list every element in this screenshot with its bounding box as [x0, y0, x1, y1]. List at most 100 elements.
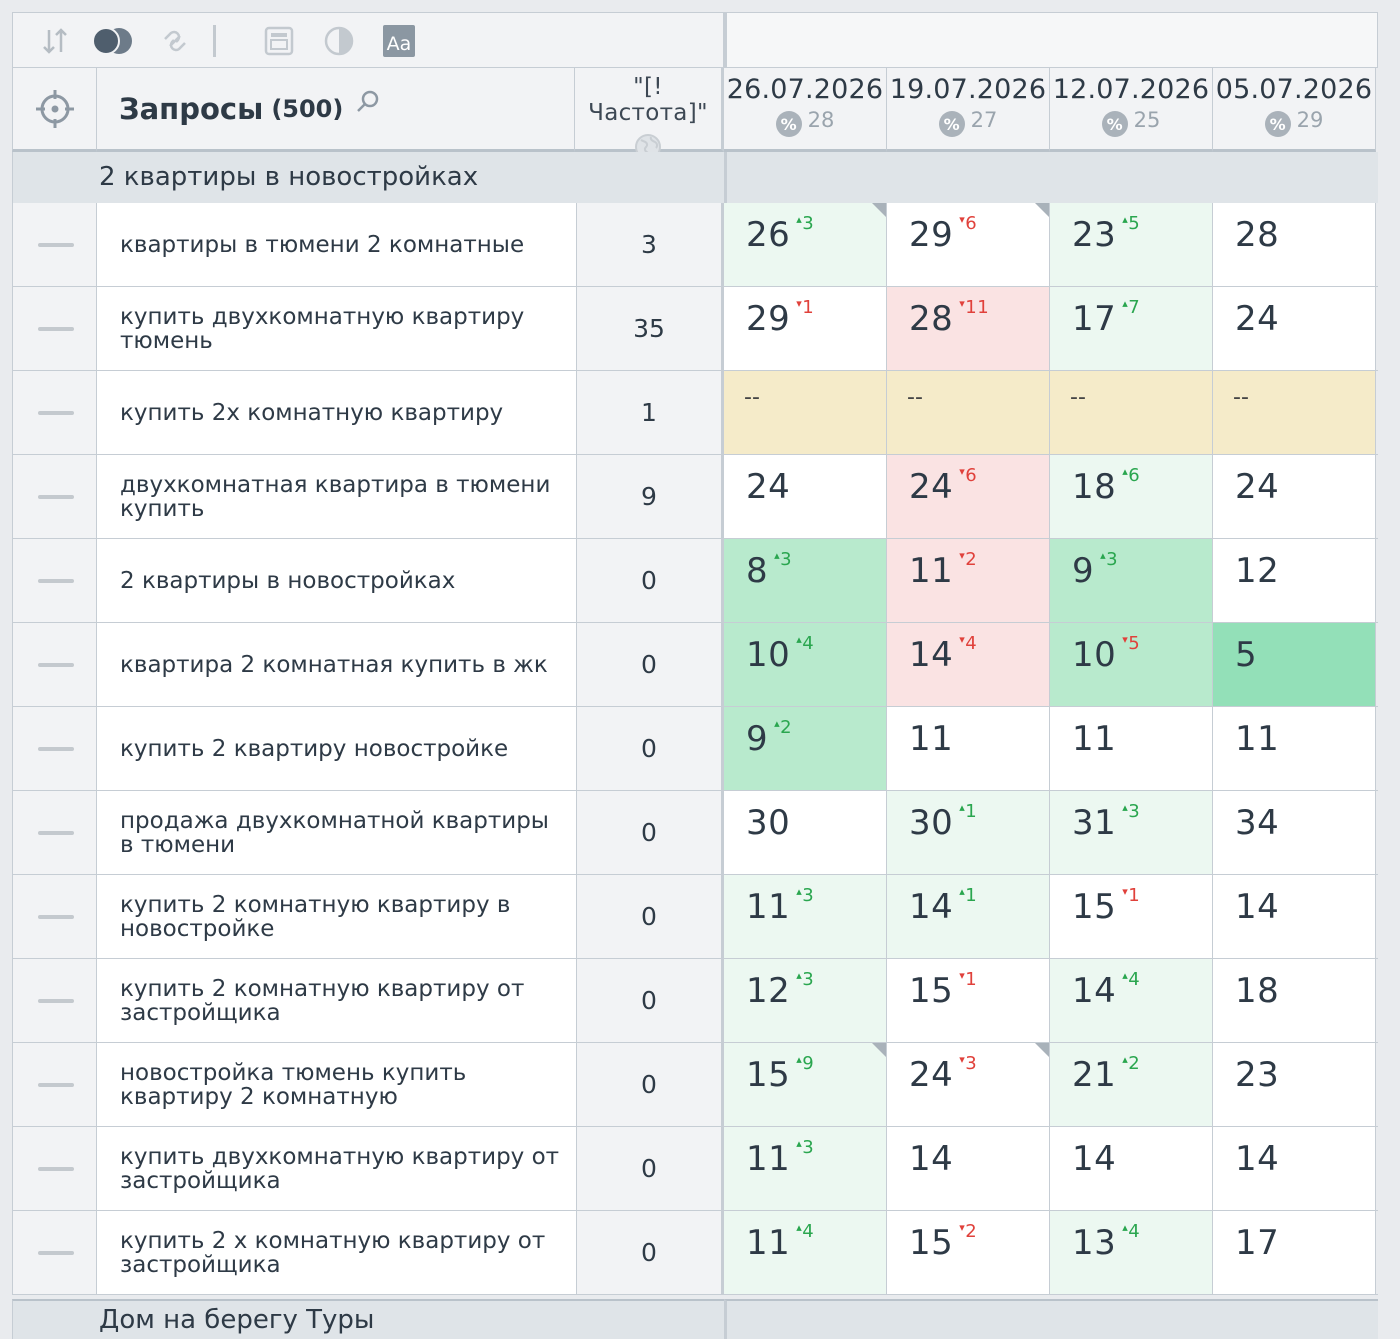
row-handle[interactable] — [12, 1127, 97, 1210]
row-handle[interactable] — [12, 1043, 97, 1126]
position-cell[interactable]: 12 — [1213, 539, 1376, 622]
row-handle[interactable] — [12, 959, 97, 1042]
date-column-header[interactable]: 12.07.2026% 25 — [1050, 68, 1213, 152]
date-column-header[interactable]: 05.07.2026% 29 — [1213, 68, 1376, 152]
table-row[interactable]: купить 2 комнатную квартиру от застройщи… — [12, 959, 1378, 1043]
position-cell[interactable]: 30 — [724, 791, 887, 874]
position-cell[interactable]: 18 — [1213, 959, 1376, 1042]
row-handle[interactable] — [12, 455, 97, 538]
position-cell[interactable]: 18 ▴6 — [1050, 455, 1213, 538]
row-handle[interactable] — [12, 539, 97, 622]
position-cell[interactable]: 14 ▾4 — [887, 623, 1050, 706]
position-cell[interactable]: 15 ▾1 — [1050, 875, 1213, 958]
position-cell[interactable]: 17 ▴7 — [1050, 287, 1213, 370]
toggle-icon[interactable] — [91, 25, 135, 57]
table-row[interactable]: купить 2х комнатную квартиру 1 -- -- -- -- — [12, 371, 1378, 455]
row-handle[interactable] — [12, 371, 97, 454]
position-cell[interactable]: 9 ▴2 — [724, 707, 887, 790]
row-handle[interactable] — [12, 203, 97, 286]
position-cell[interactable]: 23 ▴5 — [1050, 203, 1213, 286]
position-cell[interactable]: -- — [887, 371, 1050, 454]
position-cell[interactable]: 12 ▴3 — [724, 959, 887, 1042]
group-row[interactable]: 2 квартиры в новостройках — [12, 152, 724, 203]
link-icon[interactable] — [159, 25, 191, 57]
position-cell[interactable]: 24 — [1213, 455, 1376, 538]
frequency-header[interactable]: "[!Частота]" — [575, 68, 724, 160]
query-cell[interactable]: купить 2 комнатную квартиру в новостройк… — [97, 875, 577, 958]
position-cell[interactable]: -- — [1213, 371, 1376, 454]
table-row[interactable]: купить двухкомнатную квартиру от застрой… — [12, 1127, 1378, 1211]
row-handle[interactable] — [12, 791, 97, 874]
position-cell[interactable]: 11 ▾2 — [887, 539, 1050, 622]
position-cell[interactable]: 8 ▴3 — [724, 539, 887, 622]
row-handle[interactable] — [12, 875, 97, 958]
query-cell[interactable]: продажа двухкомнатной квартиры в тюмени — [97, 791, 577, 874]
query-cell[interactable]: двухкомнатная квартира в тюмени купить — [97, 455, 577, 538]
query-cell[interactable]: купить 2 квартиру новостройке — [97, 707, 577, 790]
query-cell[interactable]: квартира 2 комнатная купить в жк — [97, 623, 577, 706]
font-icon[interactable]: Aa — [383, 25, 415, 57]
contrast-icon[interactable] — [323, 25, 355, 57]
position-cell[interactable]: 24 ▾6 — [887, 455, 1050, 538]
position-cell[interactable]: 5 — [1213, 623, 1376, 706]
position-cell[interactable]: 10 ▾5 — [1050, 623, 1213, 706]
table-row[interactable]: купить 2 х комнатную квартиру от застрой… — [12, 1211, 1378, 1295]
query-cell[interactable]: купить двухкомнатную квартиру от застрой… — [97, 1127, 577, 1210]
position-cell[interactable]: 24 ▾3 — [887, 1043, 1050, 1126]
query-cell[interactable]: купить 2х комнатную квартиру — [97, 371, 577, 454]
position-cell[interactable]: 17 — [1213, 1211, 1376, 1294]
position-cell[interactable]: 15 ▾1 — [887, 959, 1050, 1042]
position-cell[interactable]: -- — [724, 371, 887, 454]
query-cell[interactable]: купить 2 комнатную квартиру от застройщи… — [97, 959, 577, 1042]
row-handle[interactable] — [12, 623, 97, 706]
date-column-header[interactable]: 19.07.2026% 27 — [887, 68, 1050, 152]
position-cell[interactable]: 29 ▾1 — [724, 287, 887, 370]
query-cell[interactable]: 2 квартиры в новостройках — [97, 539, 577, 622]
position-cell[interactable]: 11 ▴3 — [724, 875, 887, 958]
position-cell[interactable]: 11 — [887, 707, 1050, 790]
position-cell[interactable]: 14 — [1050, 1127, 1213, 1210]
position-cell[interactable]: 11 — [1213, 707, 1376, 790]
position-cell[interactable]: 14 — [887, 1127, 1050, 1210]
position-cell[interactable]: -- — [1050, 371, 1213, 454]
position-cell[interactable]: 29 ▾6 — [887, 203, 1050, 286]
position-cell[interactable]: 11 ▴3 — [724, 1127, 887, 1210]
query-cell[interactable]: купить 2 х комнатную квартиру от застрой… — [97, 1211, 577, 1294]
table-row[interactable]: купить двухкомнатную квартиру тюмень 35 29… — [12, 287, 1378, 371]
position-cell[interactable]: 24 — [724, 455, 887, 538]
position-cell[interactable]: 10 ▴4 — [724, 623, 887, 706]
position-cell[interactable]: 15 ▴9 — [724, 1043, 887, 1126]
position-cell[interactable]: 31 ▴3 — [1050, 791, 1213, 874]
position-cell[interactable]: 24 — [1213, 287, 1376, 370]
next-group-row[interactable]: Дом на берегу Туры — [12, 1299, 724, 1339]
position-cell[interactable]: 15 ▾2 — [887, 1211, 1050, 1294]
row-handle[interactable] — [12, 707, 97, 790]
position-cell[interactable]: 28 — [1213, 203, 1376, 286]
position-cell[interactable]: 9 ▴3 — [1050, 539, 1213, 622]
position-cell[interactable]: 14 — [1213, 1127, 1376, 1210]
position-cell[interactable]: 34 — [1213, 791, 1376, 874]
query-cell[interactable]: квартиры в тюмени 2 комнатные — [97, 203, 577, 286]
target-header[interactable] — [12, 68, 97, 152]
position-cell[interactable]: 14 ▴1 — [887, 875, 1050, 958]
position-cell[interactable]: 26 ▴3 — [724, 203, 887, 286]
table-row[interactable]: продажа двухкомнатной квартиры в тюмени 0… — [12, 791, 1378, 875]
position-cell[interactable]: 21 ▴2 — [1050, 1043, 1213, 1126]
query-cell[interactable]: купить двухкомнатную квартиру тюмень — [97, 287, 577, 370]
row-handle[interactable] — [12, 287, 97, 370]
query-header[interactable]: Запросы (500) — [97, 68, 575, 152]
position-cell[interactable]: 23 — [1213, 1043, 1376, 1126]
position-cell[interactable]: 30 ▴1 — [887, 791, 1050, 874]
table-row[interactable]: новостройка тюмень купить квартиру 2 ком… — [12, 1043, 1378, 1127]
table-row[interactable]: 2 квартиры в новостройках 0 8 ▴3 11 ▾2 9 ▴3 12 — [12, 539, 1378, 623]
date-column-header[interactable]: 26.07.2026% 28 — [724, 68, 887, 152]
position-cell[interactable]: 11 ▴4 — [724, 1211, 887, 1294]
calendar-icon[interactable] — [263, 25, 295, 57]
table-row[interactable]: купить 2 комнатную квартиру в новостройк… — [12, 875, 1378, 959]
position-cell[interactable]: 11 — [1050, 707, 1213, 790]
position-cell[interactable]: 13 ▴4 — [1050, 1211, 1213, 1294]
table-row[interactable]: квартира 2 комнатная купить в жк 0 10 ▴4 14 ▾… — [12, 623, 1378, 707]
table-row[interactable]: купить 2 квартиру новостройке 0 9 ▴2 11 11 11 — [12, 707, 1378, 791]
row-handle[interactable] — [12, 1211, 97, 1294]
query-cell[interactable]: новостройка тюмень купить квартиру 2 ком… — [97, 1043, 577, 1126]
